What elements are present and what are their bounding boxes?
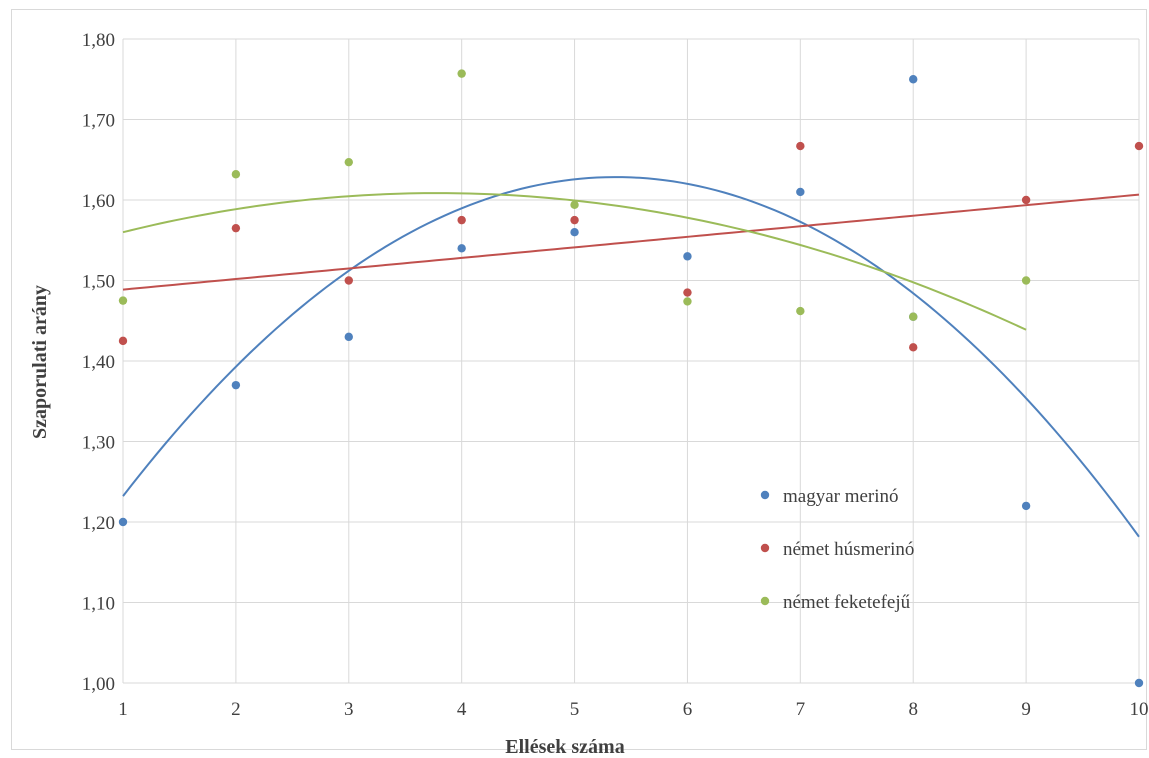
y-tick-label: 1,70: [82, 111, 115, 132]
gridlines: [122, 38, 1140, 684]
y-tick-label: 1,30: [82, 433, 115, 454]
data-point: [118, 336, 128, 346]
data-point: [344, 157, 353, 167]
data-point: [796, 187, 805, 197]
data-point: [457, 244, 466, 253]
data-point: [1021, 276, 1031, 285]
x-tick-label: 1: [118, 699, 128, 720]
x-tick-label: 6: [683, 699, 693, 720]
trendline: [122, 193, 1140, 291]
x-tick-label: 2: [231, 699, 241, 720]
data-point: [909, 75, 918, 84]
y-tick-label: 1,40: [82, 352, 115, 373]
data-point: [231, 223, 241, 233]
data-point: [457, 215, 466, 225]
data-point: [1021, 501, 1031, 511]
trendline: [122, 192, 1027, 331]
y-tick-label: 1,20: [82, 513, 115, 534]
data-point: [231, 170, 241, 179]
data-point: [344, 332, 353, 342]
data-points: [118, 69, 1144, 688]
chart-frame: [11, 9, 1147, 750]
legend-entry: német húsmerinó: [783, 539, 914, 560]
y-tick-label: 1,10: [82, 594, 115, 615]
x-tick-label: 10: [1130, 699, 1149, 720]
y-tick-label: 1,00: [82, 674, 115, 695]
legend-entry: magyar merinó: [783, 486, 899, 507]
data-point: [909, 343, 918, 352]
y-tick-label: 1,80: [82, 30, 115, 51]
x-tick-label: 3: [344, 699, 354, 720]
trendline: [122, 176, 1140, 538]
data-point: [909, 312, 918, 321]
data-point: [1134, 678, 1144, 688]
x-tick-label: 5: [570, 699, 580, 720]
data-point: [1134, 141, 1144, 151]
x-axis-title: Ellések száma: [505, 736, 624, 758]
legend-entry: német feketefejű: [783, 592, 911, 613]
data-point: [683, 252, 692, 261]
data-point: [570, 228, 579, 237]
data-point: [118, 296, 128, 305]
data-point: [683, 288, 692, 297]
legend-marker: [760, 490, 770, 500]
data-point: [683, 297, 692, 306]
trendlines: [122, 176, 1140, 538]
y-tick-label: 1,60: [82, 191, 115, 212]
y-axis-title: Szaporulati arány: [29, 285, 51, 439]
data-point: [344, 276, 353, 285]
data-point: [457, 69, 466, 78]
data-point: [570, 215, 579, 225]
data-point: [570, 200, 579, 210]
x-tick-label: 4: [457, 699, 467, 720]
legend-marker: [760, 543, 770, 553]
data-point: [796, 141, 805, 151]
data-point: [1021, 195, 1031, 205]
tick-labels: 1 2 3 4 5 6 7 8 9 10 1,00 1,10 1,20 1,30 1,40 1,50 1,60 1…: [82, 30, 1149, 720]
x-tick-label: 7: [796, 699, 806, 720]
legend-marker: [760, 596, 770, 606]
data-point: [231, 380, 241, 390]
x-tick-label: 8: [908, 699, 918, 720]
x-tick-label: 9: [1021, 699, 1031, 720]
data-point: [796, 306, 805, 316]
data-point: [118, 517, 128, 527]
y-tick-label: 1,50: [82, 272, 115, 293]
legend: magyar merinó német húsmerinó német fekete…: [760, 486, 914, 613]
